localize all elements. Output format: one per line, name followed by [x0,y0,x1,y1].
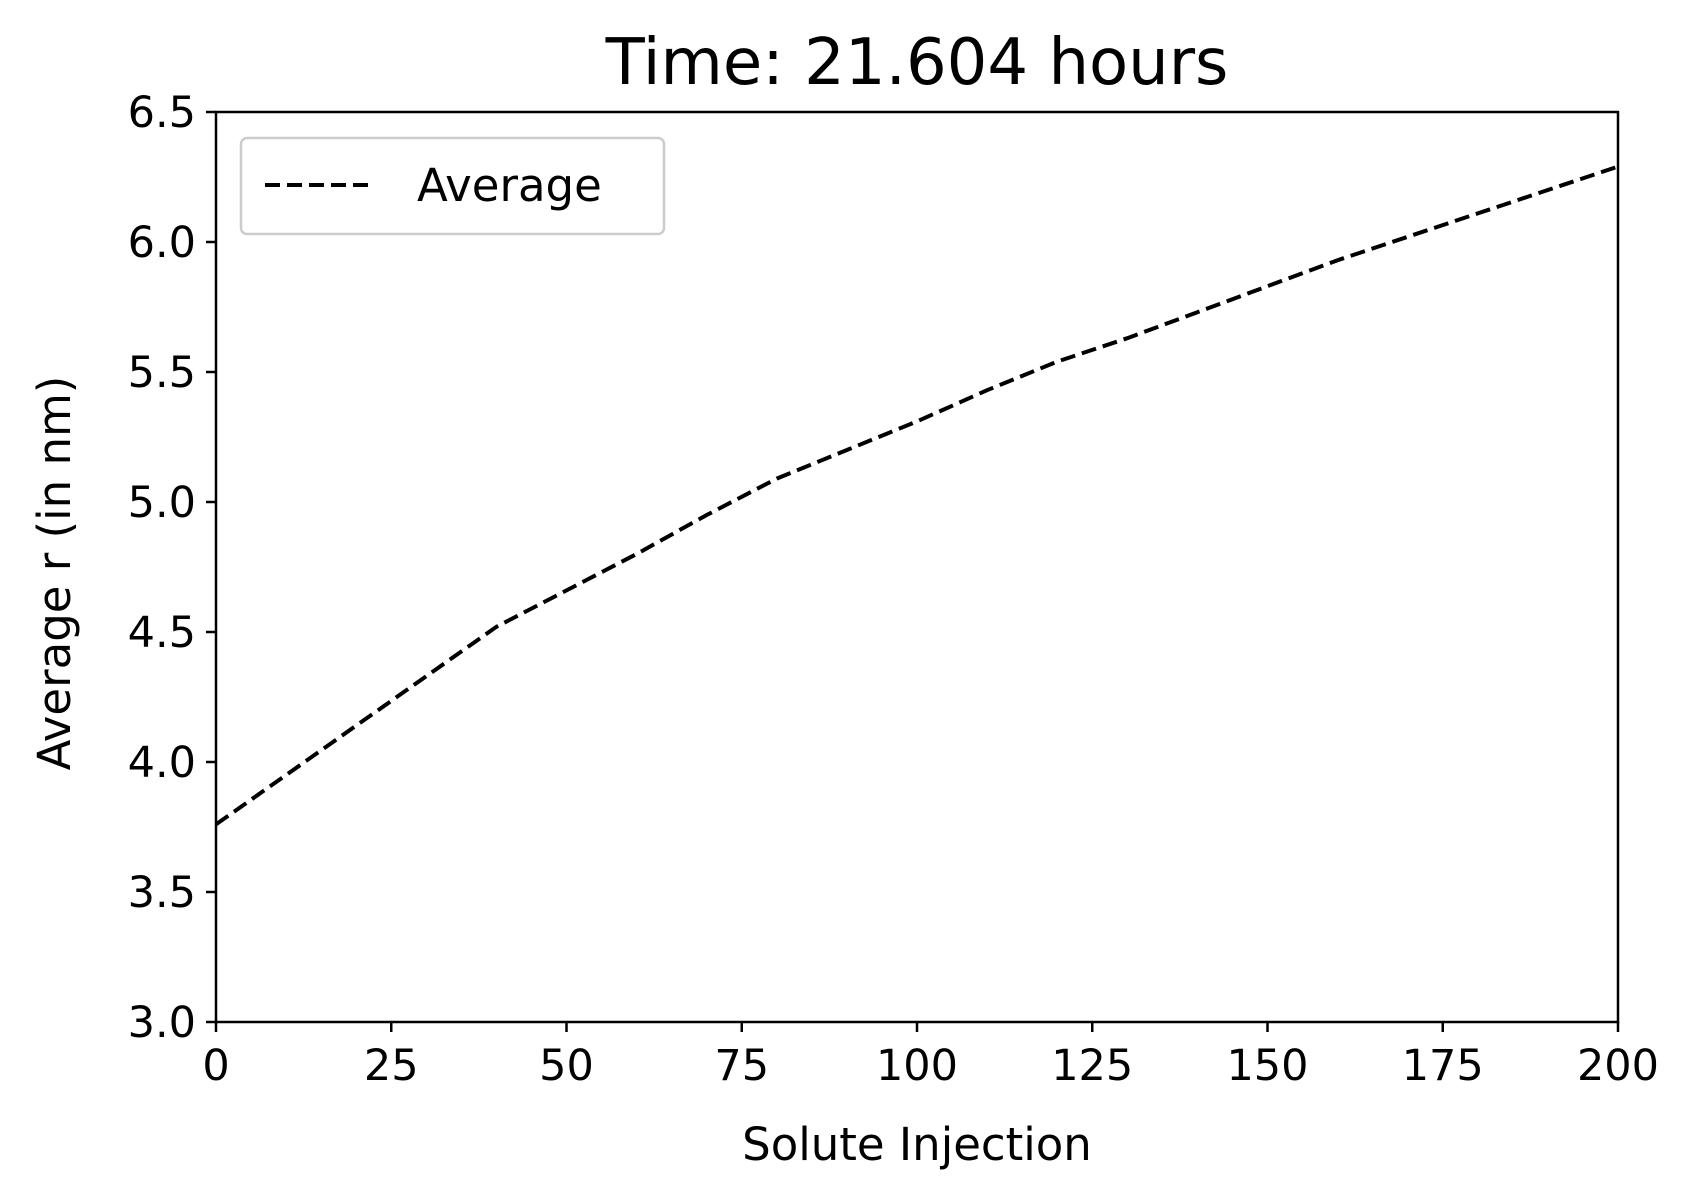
y-tick-label: 4.5 [128,608,196,658]
y-tick-label: 6.5 [128,88,196,138]
x-tick-label: 100 [876,1041,958,1091]
x-tick-label: 150 [1226,1041,1308,1091]
plot-area: 0 25 50 75 100 125 150 175 200 3.0 3.5 4.0 4.5 5.0 5.5… [128,88,1659,1091]
y-axis-title: Average r (in nm) [28,376,81,771]
x-tick-label: 175 [1402,1041,1484,1091]
x-tick-label: 25 [364,1041,419,1091]
y-tick-label: 5.0 [128,478,196,528]
x-tick-label: 200 [1577,1041,1659,1091]
y-tick-label: 3.5 [128,868,196,918]
y-tick-label: 6.0 [128,218,196,268]
legend-box [239,136,666,236]
y-tick-label: 4.0 [128,738,196,788]
x-tick-label: 0 [202,1041,229,1091]
y-tick-label: 5.5 [128,348,196,398]
x-tick-label: 125 [1051,1041,1133,1091]
y-tick-label: 3.0 [128,998,196,1048]
x-tick-label: 75 [714,1041,769,1091]
x-tick-label: 50 [539,1041,594,1091]
chart-title: Time: 21.604 hours [605,26,1229,100]
legend: Average [239,136,666,236]
series-line-average [214,164,1619,827]
legend-label-average: Average [417,159,602,212]
x-axis-title: Solute Injection [742,1118,1092,1171]
